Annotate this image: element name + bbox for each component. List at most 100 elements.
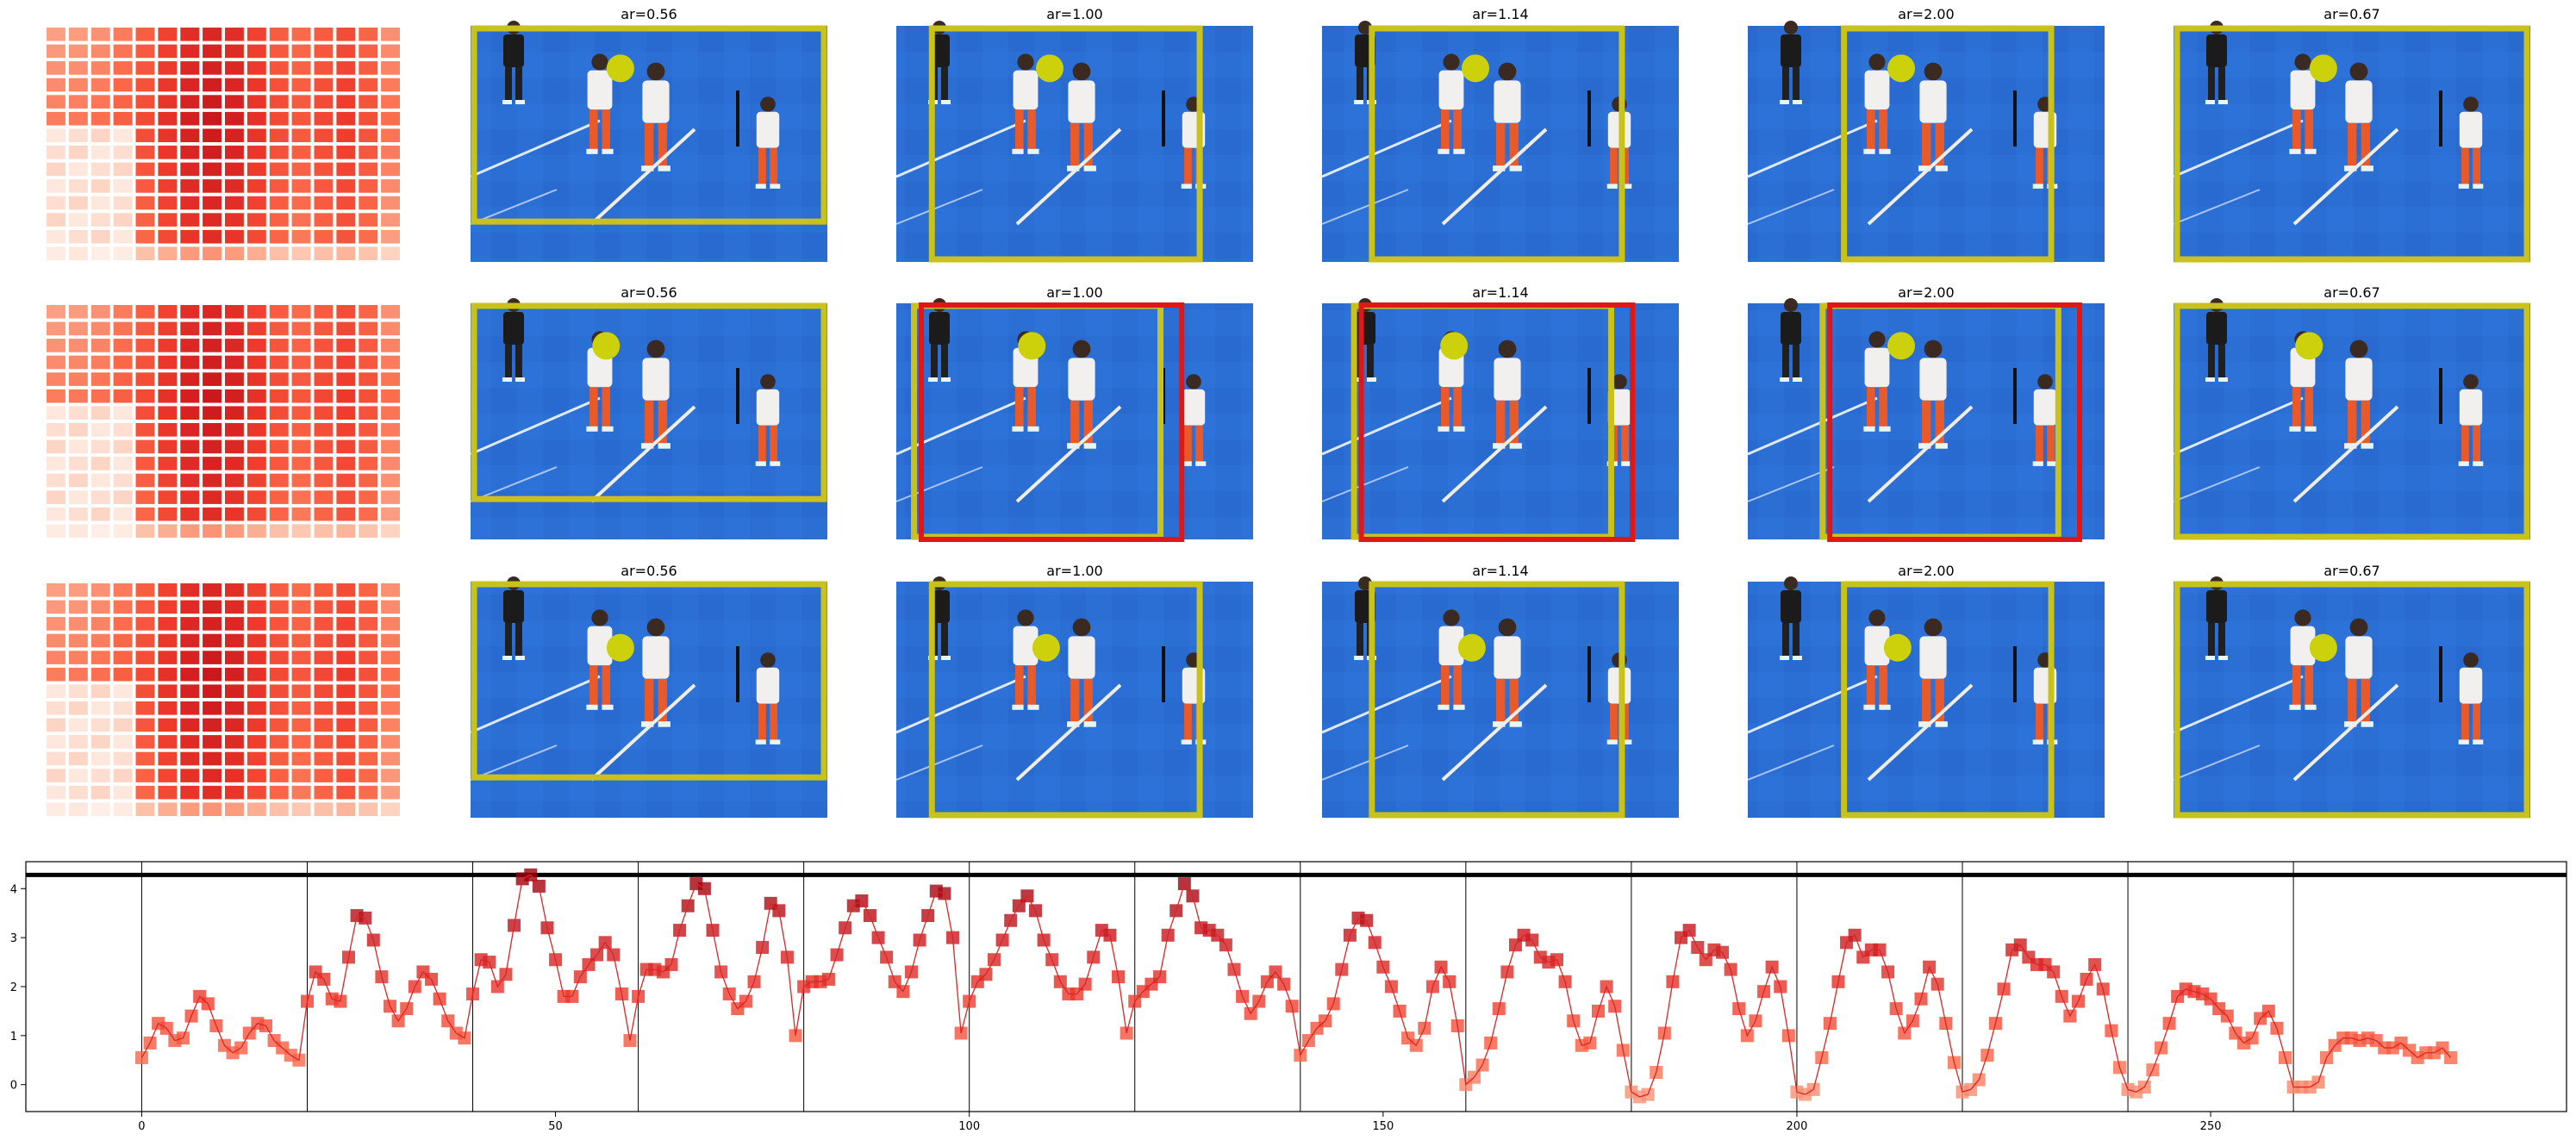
heatmap-cell xyxy=(359,439,378,454)
heatmap-cell xyxy=(135,128,155,142)
focus-point xyxy=(1887,332,1916,360)
heatmap-cell xyxy=(68,507,88,521)
crop-box xyxy=(928,25,1203,263)
heatmap-cell xyxy=(246,128,266,142)
heatmap-cell xyxy=(359,305,378,319)
thumb-title: ar=0.67 xyxy=(2323,6,2380,22)
crop-panel: ar=0.56 xyxy=(470,284,827,539)
heatmap-cell xyxy=(314,406,334,420)
heatmap-cell xyxy=(291,355,311,370)
heatmap-cell xyxy=(381,28,400,41)
heatmap-cell xyxy=(135,372,155,386)
heatmap-cell xyxy=(246,229,266,244)
focus-point xyxy=(606,633,634,662)
heatmap-cell xyxy=(135,684,155,698)
heatmap-cell xyxy=(47,229,65,244)
heatmap-cell xyxy=(291,162,311,177)
series-line xyxy=(140,874,2452,1098)
x-tick-label: 150 xyxy=(1372,1120,1394,1133)
heatmap-cell xyxy=(158,524,178,538)
crop-panel: ar=1.14 xyxy=(1321,563,1679,819)
heatmap-cell xyxy=(381,162,400,177)
heatmap-cell xyxy=(90,389,110,403)
heatmap-cell xyxy=(113,473,133,488)
heatmap-cell xyxy=(90,701,110,715)
heatmap-cell xyxy=(203,751,221,766)
heatmap-cell xyxy=(90,229,110,244)
heatmap-cell xyxy=(47,651,65,664)
heatmap-cell xyxy=(291,701,311,715)
heatmap-cell xyxy=(135,28,155,41)
heatmap-cell xyxy=(113,339,133,352)
x-tick-label: 250 xyxy=(2200,1120,2222,1133)
heatmap-cell xyxy=(158,651,178,664)
heatmap-cell xyxy=(381,718,400,732)
heatmap-cell xyxy=(246,524,266,538)
heatmap-cell xyxy=(359,423,378,437)
heatmap-cell xyxy=(381,128,400,142)
heatmap-cell xyxy=(203,213,221,227)
heatmap-cell xyxy=(359,111,378,126)
heatmap-cell xyxy=(135,111,155,126)
heatmap-cell xyxy=(359,179,378,193)
heatmap-cell xyxy=(68,28,88,41)
heatmap-cell xyxy=(336,28,356,41)
heatmap-cell xyxy=(158,490,178,504)
heatmap-cell xyxy=(90,617,110,631)
heatmap-cell xyxy=(113,457,133,470)
heatmap-cell xyxy=(291,179,311,193)
heatmap-cell xyxy=(47,162,65,177)
heatmap-cell xyxy=(180,95,200,109)
heatmap-cell xyxy=(269,439,289,454)
heatmap-cell xyxy=(359,406,378,420)
heatmap-cell xyxy=(47,785,65,800)
focus-point xyxy=(1440,332,1469,360)
heatmap-cell xyxy=(90,583,110,597)
y-tick-label: 2 xyxy=(10,981,17,994)
heatmap-cell xyxy=(269,339,289,352)
heatmap-cell xyxy=(47,507,65,521)
heatmap-cell xyxy=(113,28,133,41)
heatmap-cell xyxy=(246,600,266,614)
heatmap-cell xyxy=(180,785,200,800)
heatmap-cell xyxy=(269,423,289,437)
heatmap-cell xyxy=(359,633,378,648)
heatmap-cell xyxy=(291,146,311,159)
heatmap-cell xyxy=(359,128,378,142)
heatmap-cell xyxy=(158,213,178,227)
heatmap-cell xyxy=(359,751,378,766)
heatmap-cell xyxy=(246,583,266,597)
heatmap-cell xyxy=(47,600,65,614)
heatmap-cell xyxy=(135,162,155,177)
crop-box xyxy=(2174,25,2530,263)
heatmap-cell xyxy=(113,718,133,732)
heatmap-cell xyxy=(291,751,311,766)
heatmap-cell xyxy=(246,651,266,664)
heatmap-cell xyxy=(336,61,356,75)
heatmap-cell xyxy=(158,246,178,260)
heatmap-cell xyxy=(269,229,289,244)
heatmap-cell xyxy=(68,490,88,504)
heatmap-cell xyxy=(269,213,289,227)
heatmap-cell xyxy=(203,355,221,370)
heatmap-cell xyxy=(135,213,155,227)
heatmap-cell xyxy=(269,305,289,319)
heatmap-cell xyxy=(336,457,356,470)
heatmap-cell xyxy=(314,507,334,521)
heatmap-cell xyxy=(180,78,200,92)
heatmap-cell xyxy=(225,372,244,386)
heatmap-cell xyxy=(225,229,244,244)
heatmap-cell xyxy=(291,339,311,352)
heatmap-cell xyxy=(314,735,334,749)
heatmap-cell xyxy=(225,339,244,352)
heatmap-cell xyxy=(359,617,378,631)
heatmap-cell xyxy=(135,718,155,732)
heatmap-cell xyxy=(314,633,334,648)
heatmap-cell xyxy=(158,321,178,336)
heatmap-cell xyxy=(246,406,266,420)
heatmap-cell xyxy=(225,507,244,521)
heatmap-cell xyxy=(225,457,244,470)
heatmap-cell xyxy=(291,524,311,538)
heatmap-cell xyxy=(158,633,178,648)
heatmap-cell xyxy=(47,439,65,454)
